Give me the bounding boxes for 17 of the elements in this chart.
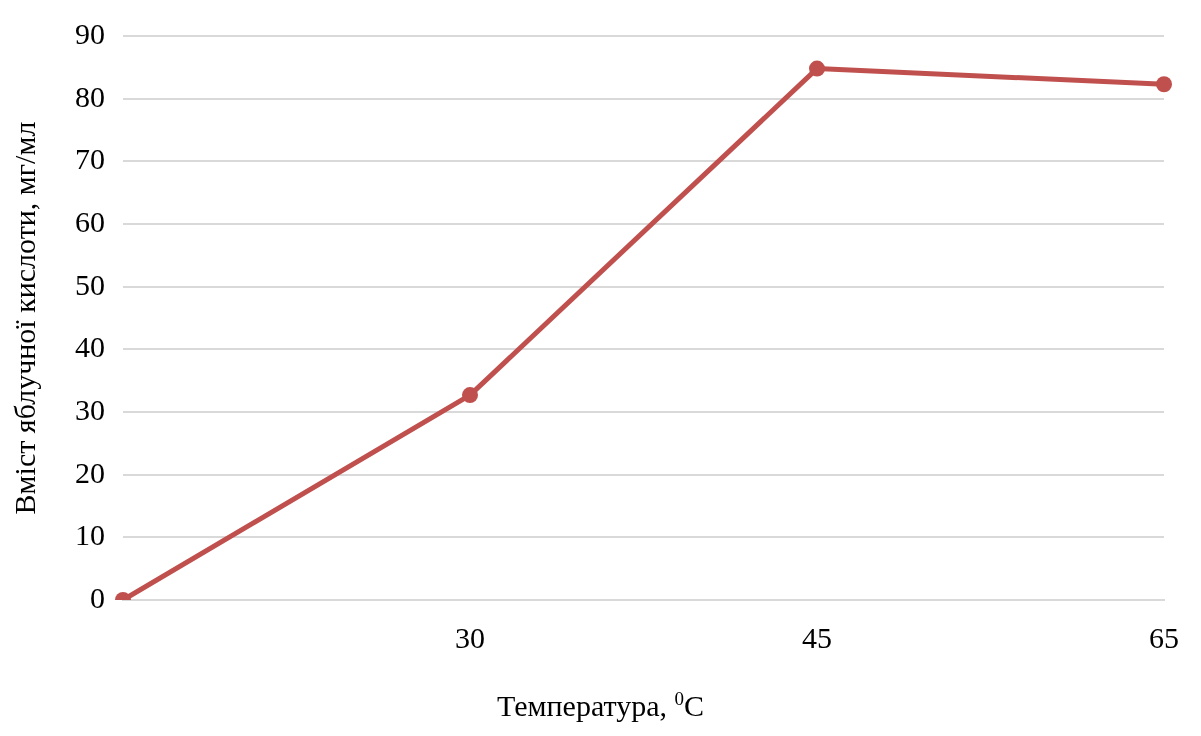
y-tick-label: 20: [75, 455, 105, 489]
y-tick-label: 0: [90, 580, 105, 614]
y-tick-label: 30: [75, 392, 105, 426]
y-tick-label: 50: [75, 267, 105, 301]
y-tick-label: 70: [75, 142, 105, 176]
x-tick-label: 30: [455, 620, 485, 654]
y-axis-title: Вміст яблучної кислоти, мг/мл: [7, 121, 41, 515]
x-axis-title: Температура, $^{0}$C: [496, 688, 705, 723]
y-tick-label: 40: [75, 330, 105, 364]
y-tick-label: 60: [75, 204, 105, 238]
x-tick-label: 65: [1149, 620, 1179, 654]
point: [1156, 76, 1172, 93]
x-tick-label: 45: [802, 620, 832, 654]
y-tick-label: 90: [75, 16, 105, 50]
y-tick-label: 10: [75, 518, 105, 552]
y-tick-label: 80: [75, 79, 105, 113]
point: [809, 60, 825, 77]
